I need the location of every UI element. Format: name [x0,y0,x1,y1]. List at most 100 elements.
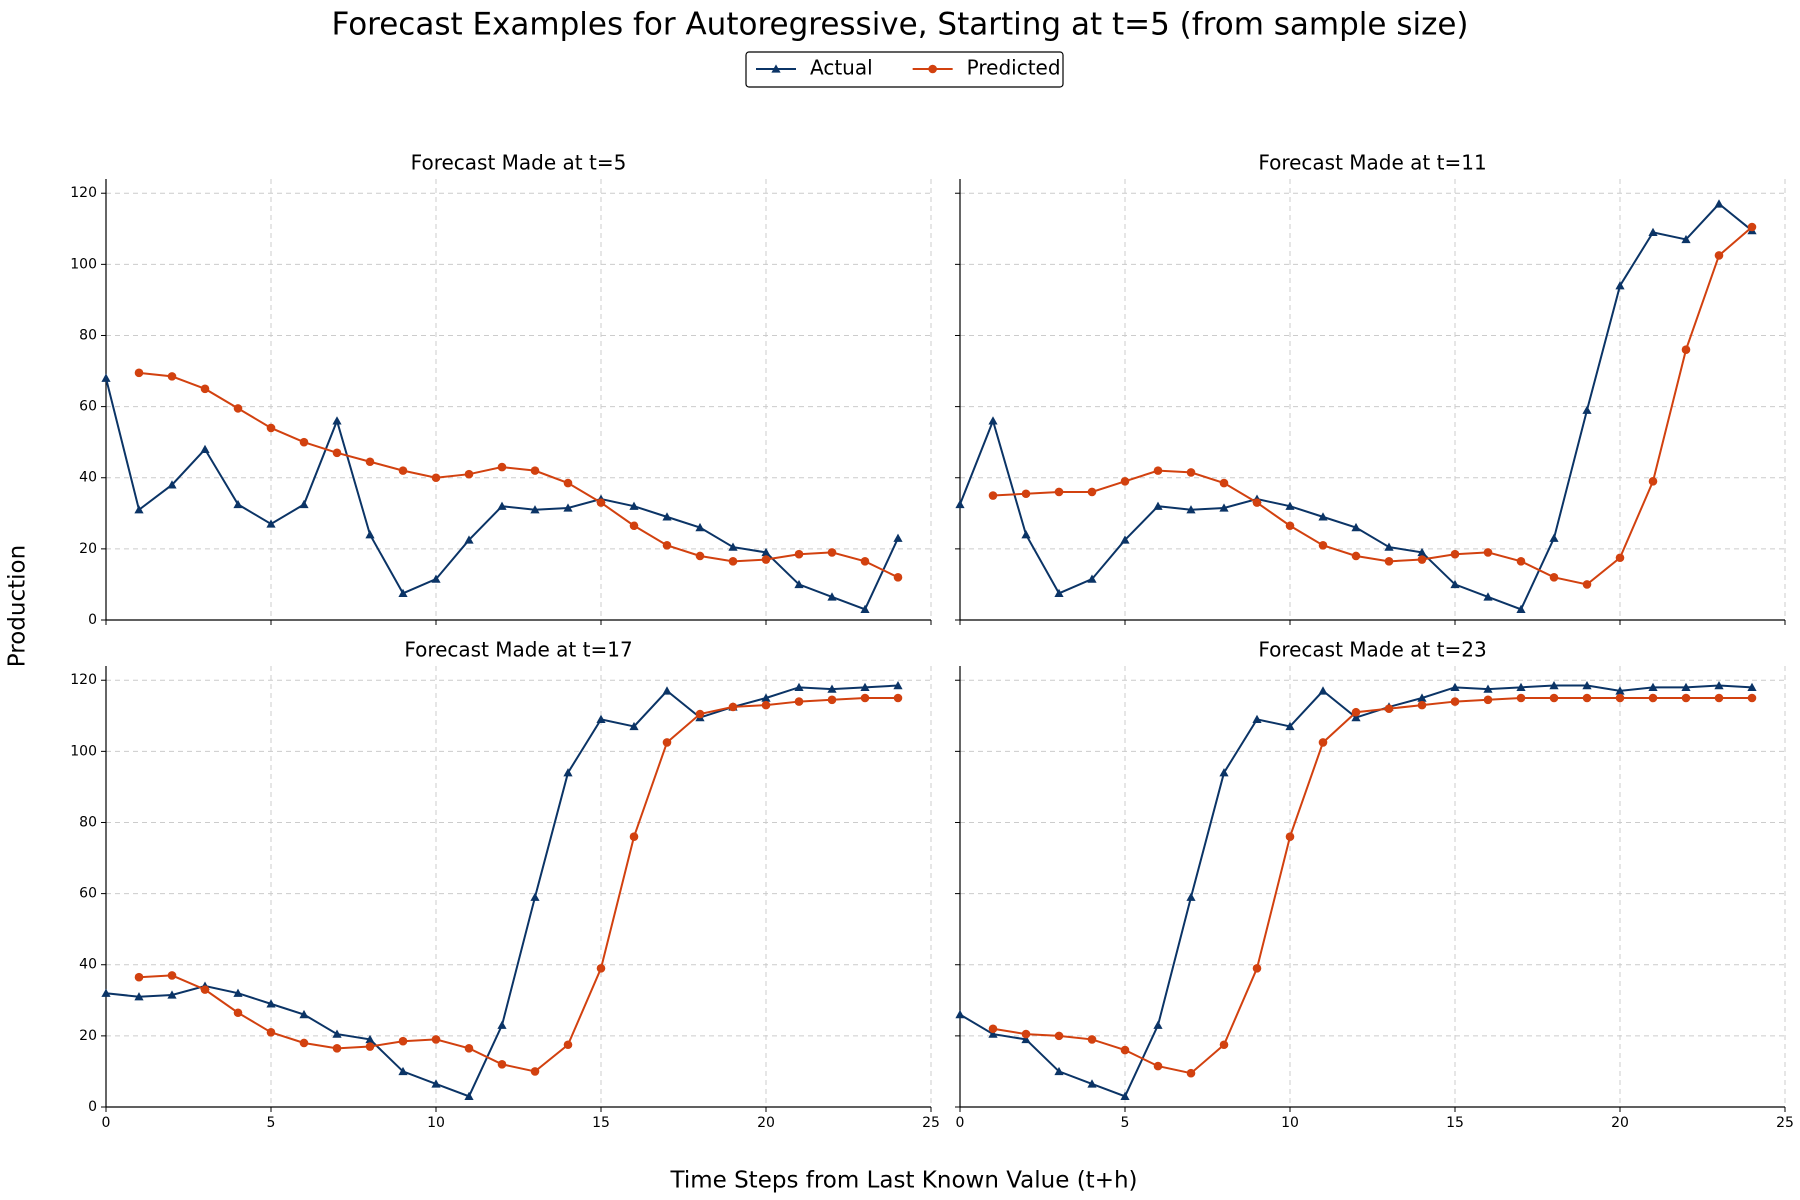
legend-marker [771,64,781,73]
data-point [266,999,276,1008]
data-point [1417,693,1427,702]
data-point [1252,498,1262,507]
y-tick-label: 0 [88,612,97,628]
data-point [1153,501,1163,510]
data-point [563,478,573,488]
data-point [332,416,342,425]
data-point [431,1079,441,1088]
data-point [1054,487,1064,497]
data-point [1384,557,1394,566]
data-point [1582,405,1592,414]
data-point [1450,697,1460,706]
data-point [365,530,375,539]
y-tick-label: 120 [70,185,97,201]
legend-label: Predicted [967,56,1061,80]
y-axis-label: Production [5,545,31,667]
data-point [761,693,771,702]
data-point [827,592,837,601]
data-point [266,423,276,433]
data-point [134,972,144,982]
data-point [1516,682,1526,692]
data-point [761,555,771,564]
data-point [530,505,540,514]
data-point [695,551,705,561]
data-point [1153,1020,1163,1029]
x-tick-label: 20 [1611,1115,1629,1131]
data-point [530,466,540,475]
data-point [761,700,771,710]
data-point [1417,555,1427,564]
data-point [101,988,111,997]
data-point [332,1029,342,1038]
data-point [101,373,111,382]
data-point [398,588,408,598]
data-point [629,832,639,842]
data-point [365,1034,375,1044]
data-point [988,1024,998,1034]
data-point [1549,533,1559,542]
data-point [365,1042,375,1051]
data-point [629,501,639,510]
data-point [1417,700,1427,710]
x-tick-label: 5 [1121,1115,1130,1131]
data-point [200,444,210,453]
data-point [1054,1066,1064,1076]
data-point [233,499,243,509]
data-point [1087,1035,1097,1044]
data-point [1351,551,1361,561]
data-point [1384,542,1394,551]
data-point [1615,281,1625,290]
x-tick-label: 0 [102,1115,111,1131]
data-point [299,437,309,447]
data-point [827,695,837,705]
data-point [1714,680,1724,690]
x-tick-label: 5 [267,1115,276,1131]
data-point [1219,503,1229,512]
y-tick-label: 40 [79,470,97,486]
data-point [662,541,672,550]
data-point [1021,1029,1031,1039]
data-point [955,499,965,509]
data-point [431,574,441,583]
data-point [167,372,177,381]
data-point [1285,721,1295,731]
data-point [794,697,804,706]
data-point [1450,682,1460,692]
data-point [728,702,738,712]
data-point [1021,489,1031,499]
data-point [167,480,177,489]
y-tick-label: 80 [79,814,97,830]
data-point [365,457,375,467]
series-line [992,697,1752,1075]
data-point [167,990,177,999]
x-tick-label: 0 [956,1115,965,1131]
data-point [398,1066,408,1076]
data-point [988,491,998,500]
data-point [530,1067,540,1076]
data-point [728,542,738,551]
data-point [1318,686,1328,695]
x-tick-label: 10 [427,1115,445,1131]
data-point [299,1038,309,1048]
x-tick-label: 25 [922,1115,940,1131]
data-point [596,498,606,507]
data-point [1252,714,1262,724]
data-point [1648,476,1658,486]
data-point [1582,693,1592,703]
data-point [1615,553,1625,563]
data-point [563,1040,573,1050]
data-point [1351,712,1361,722]
data-point [1450,579,1460,589]
y-tick-label: 0 [88,1099,97,1115]
data-point [629,521,639,531]
data-point [266,519,276,528]
data-point [299,1009,309,1019]
data-point [893,680,903,690]
data-point [1219,1040,1229,1050]
panel-title: Forecast Made at t=17 [404,638,632,662]
legend-label: Actual [810,56,873,80]
data-point [398,1036,408,1046]
data-point [1549,693,1559,703]
y-tick-label: 20 [79,541,97,557]
data-point [1318,541,1328,550]
